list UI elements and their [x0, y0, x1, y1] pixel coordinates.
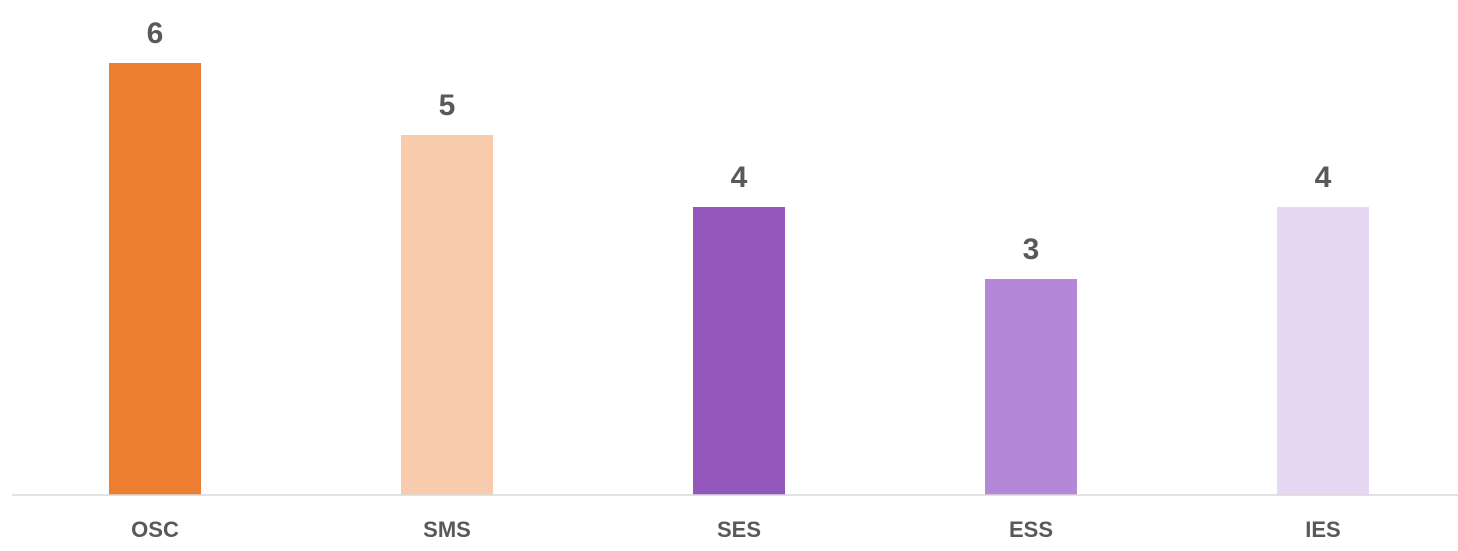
data-label-osc: 6 [147, 17, 164, 50]
bar-sms [401, 135, 493, 495]
x-tick-label-sms: SMS [423, 517, 471, 542]
x-tick-label-osc: OSC [131, 517, 179, 542]
data-labels-group: 6 5 4 3 4 [147, 17, 1332, 266]
bar-ess [985, 279, 1077, 495]
data-label-ess: 3 [1023, 233, 1040, 266]
bars-group [109, 63, 1369, 495]
bar-ses [693, 207, 785, 495]
x-tick-label-ies: IES [1305, 517, 1340, 542]
x-tick-labels-group: OSC SMS SES ESS IES [131, 517, 1341, 542]
x-tick-label-ses: SES [717, 517, 761, 542]
data-label-ies: 4 [1315, 161, 1332, 194]
data-label-sms: 5 [439, 89, 456, 122]
bar-ies [1277, 207, 1369, 495]
data-label-ses: 4 [731, 161, 748, 194]
x-tick-label-ess: ESS [1009, 517, 1053, 542]
bar-osc [109, 63, 201, 495]
